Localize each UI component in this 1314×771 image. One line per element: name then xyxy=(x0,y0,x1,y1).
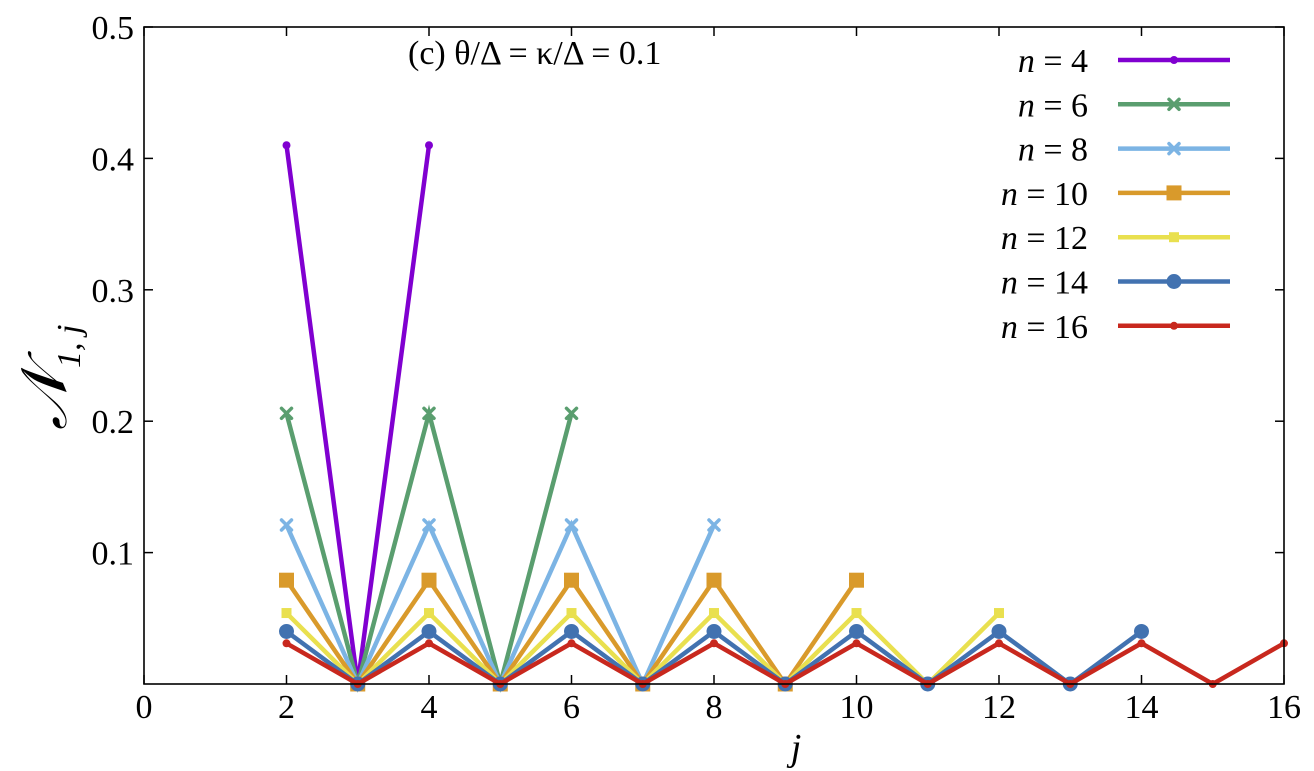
data-point xyxy=(564,572,579,588)
data-point xyxy=(706,623,722,639)
legend-label: n = 12 xyxy=(1001,220,1088,257)
y-tick-label: 0.2 xyxy=(92,404,135,441)
series-n16 xyxy=(282,639,1288,688)
y-axis-label-sub: 1, j xyxy=(51,325,88,368)
data-point xyxy=(564,518,579,532)
legend-label: n = 10 xyxy=(1001,176,1088,213)
data-point xyxy=(709,608,719,619)
data-point xyxy=(1137,639,1146,648)
data-point xyxy=(279,572,294,588)
data-point xyxy=(851,608,862,619)
data-point xyxy=(564,406,579,421)
y-axis-label: 𝒩 1, j xyxy=(9,325,88,430)
data-point xyxy=(991,623,1007,639)
data-point xyxy=(994,608,1004,619)
x-tick-label: 6 xyxy=(563,689,580,726)
legend-item: n = 4 xyxy=(1018,43,1230,80)
x-tick-label: 12 xyxy=(982,689,1016,726)
series-line xyxy=(284,609,1001,688)
legend-marker xyxy=(1167,97,1181,112)
legend-item: n = 8 xyxy=(1018,132,1230,169)
data-point xyxy=(282,639,291,648)
x-tick-label: 10 xyxy=(840,689,874,726)
legend-label: n = 4 xyxy=(1018,43,1088,80)
data-point xyxy=(424,608,434,619)
data-point xyxy=(849,623,864,639)
legend-item: n = 12 xyxy=(1001,220,1230,257)
series-layer xyxy=(279,141,1288,693)
legend-marker xyxy=(1166,274,1182,289)
data-point xyxy=(706,572,722,588)
x-axis-label: j xyxy=(786,727,802,769)
legend: n = 4 n = 6 n = 8 n = 10 n = 12 n = 14 n = 16 xyxy=(1001,43,1230,346)
data-point xyxy=(852,639,861,648)
data-point xyxy=(566,608,577,619)
data-point xyxy=(425,639,433,648)
data-point xyxy=(279,623,294,639)
series-line xyxy=(284,144,432,685)
data-point xyxy=(282,141,291,150)
data-point xyxy=(279,406,294,421)
data-point xyxy=(849,572,864,588)
legend-label: n = 6 xyxy=(1018,87,1088,124)
chart-annotation: (c) θ/Δ = κ/Δ = 0.1 xyxy=(408,35,661,72)
x-tick-label: 14 xyxy=(1125,689,1159,726)
x-tick-label: 2 xyxy=(278,689,295,726)
legend-label: n = 14 xyxy=(1001,265,1088,302)
legend-marker xyxy=(1166,185,1182,201)
x-tick-label: 0 xyxy=(136,689,153,726)
x-tick-label: 16 xyxy=(1267,689,1301,726)
legend-marker xyxy=(1167,141,1181,156)
data-point xyxy=(421,623,437,639)
data-point xyxy=(567,639,576,648)
legend-label: n = 8 xyxy=(1018,132,1088,169)
y-tick-label: 0.3 xyxy=(92,273,135,310)
legend-marker xyxy=(1169,232,1179,243)
data-point xyxy=(425,141,433,150)
legend-item: n = 10 xyxy=(1001,176,1230,213)
ticks-layer: 0 2 4 6 8 10 12 14 16 0.1 0.2 0.3 0.4 0.5 xyxy=(92,10,1302,726)
y-tick-label: 0.1 xyxy=(92,536,135,573)
data-point xyxy=(1134,623,1149,639)
data-point xyxy=(279,518,294,532)
legend-label: n = 16 xyxy=(1001,309,1088,346)
data-point xyxy=(422,518,436,532)
legend-marker xyxy=(1170,56,1178,64)
data-point xyxy=(995,639,1003,648)
data-point xyxy=(422,406,436,421)
data-point xyxy=(281,608,292,619)
legend-marker xyxy=(1170,321,1178,330)
y-tick-label: 0.5 xyxy=(92,10,135,47)
data-point xyxy=(564,623,579,639)
x-tick-label: 8 xyxy=(706,689,723,726)
x-tick-label: 4 xyxy=(421,689,438,726)
y-tick-label: 0.4 xyxy=(92,141,135,178)
legend-item: n = 16 xyxy=(1001,309,1230,346)
legend-item: n = 6 xyxy=(1018,87,1230,124)
legend-item: n = 14 xyxy=(1001,265,1230,302)
data-point xyxy=(710,639,718,648)
data-point xyxy=(707,518,721,532)
data-point xyxy=(421,572,437,588)
